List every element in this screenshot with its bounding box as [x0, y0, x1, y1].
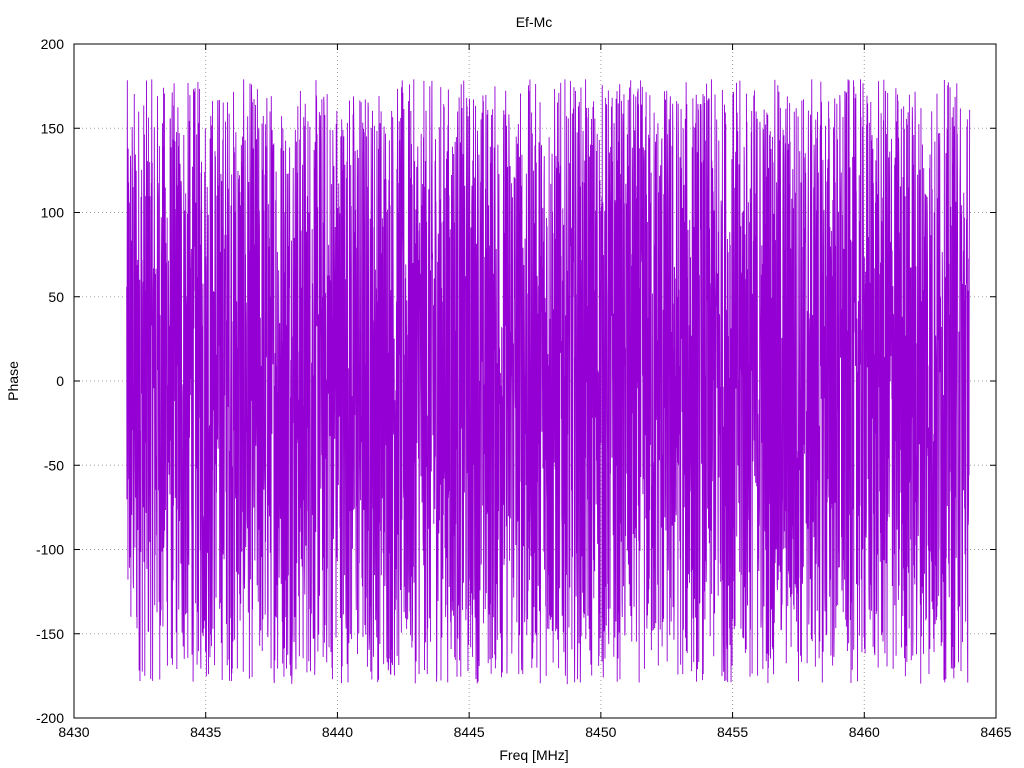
- x-tick-label: 8450: [585, 724, 616, 740]
- x-tick-label: 8465: [980, 724, 1011, 740]
- x-tick-label: 8440: [322, 724, 353, 740]
- y-tick-label: -150: [36, 626, 64, 642]
- x-axis: 8430 8435 8440 8445 8450 8455 8460 8465: [58, 44, 1012, 740]
- y-tick-label: -200: [36, 710, 64, 726]
- y-tick-label: 200: [41, 36, 65, 52]
- x-tick-label: 8460: [849, 724, 880, 740]
- x-tick-label: 8430: [58, 724, 89, 740]
- y-tick-label: 0: [56, 373, 64, 389]
- y-axis: -200 -150 -100 -50 0 50 100 150 200: [36, 36, 996, 726]
- series-line: [126, 79, 971, 685]
- y-tick-label: 100: [41, 205, 65, 221]
- y-tick-label: -100: [36, 542, 64, 558]
- series-phase: [126, 79, 971, 685]
- y-tick-label: -50: [44, 457, 64, 473]
- y-tick-label: 50: [48, 289, 64, 305]
- chart-title: Ef-Mc: [516, 14, 553, 30]
- x-tick-label: 8435: [190, 724, 221, 740]
- x-tick-label: 8445: [454, 724, 485, 740]
- y-axis-label: Phase: [5, 361, 21, 401]
- y-tick-label: 150: [41, 120, 65, 136]
- x-tick-label: 8455: [717, 724, 748, 740]
- x-axis-label: Freq [MHz]: [499, 747, 568, 763]
